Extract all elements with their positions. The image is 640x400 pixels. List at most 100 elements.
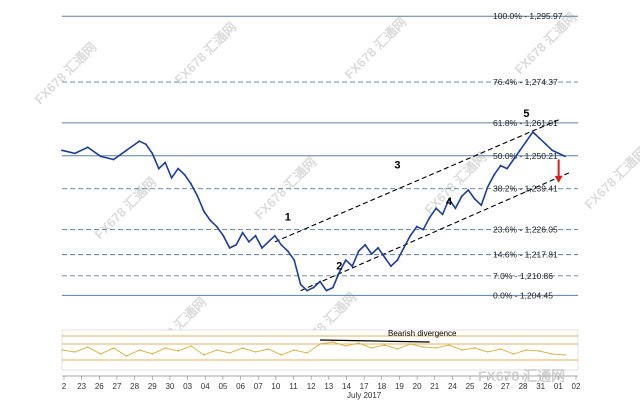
indicator-point (267, 348, 269, 350)
fib-label: 50.0% - 1,250.21 (493, 151, 558, 161)
price-point (286, 250, 289, 252)
indicator-point (551, 353, 553, 355)
indicator-point (396, 348, 398, 350)
fib-label: 14.6% - 1,217.81 (493, 250, 558, 260)
price-point (293, 259, 296, 262)
indicator-point (345, 345, 347, 347)
rsi-indicator-panel: Bearish divergence (61, 329, 579, 371)
channel-upper-line (274, 119, 559, 243)
x-tick-label: 17 (360, 382, 369, 391)
x-tick-label: 2 (62, 382, 67, 391)
down-arrow-icon (554, 159, 563, 183)
price-point (61, 149, 63, 152)
x-tick-label: 30 (165, 382, 174, 391)
price-point (557, 152, 560, 155)
indicator-point (177, 350, 179, 352)
indicator-point (487, 351, 489, 353)
indicator-point (125, 355, 128, 357)
x-tick-label: 18 (377, 382, 386, 391)
price-point (370, 253, 373, 255)
price-point (125, 149, 128, 152)
indicator-point (151, 353, 153, 355)
price-point (325, 289, 328, 292)
price-point (344, 259, 347, 262)
arrow-head (554, 175, 563, 183)
price-point (454, 207, 457, 210)
price-point (183, 173, 186, 176)
indicator-point (512, 353, 515, 355)
price-point (235, 243, 238, 246)
price-point (519, 149, 521, 152)
indicator-point (435, 347, 437, 349)
fib-label: 7.0% - 1,210.86 (493, 271, 553, 281)
indicator-point (409, 343, 411, 345)
price-point (467, 189, 470, 191)
price-point (351, 265, 354, 268)
price-point (222, 234, 225, 237)
price-point (564, 155, 566, 158)
price-point (364, 243, 367, 246)
indicator-point (319, 343, 321, 345)
price-point (390, 265, 392, 268)
indicator-point (216, 349, 218, 351)
x-tick-label: 19 (395, 382, 404, 391)
price-point (138, 140, 141, 143)
wave-label-1: 1 (285, 211, 291, 223)
price-point (280, 243, 283, 246)
price-point (261, 247, 263, 249)
x-axis-month-label: July 2017 (347, 391, 382, 400)
indicator-point (371, 347, 373, 349)
indicator-point (474, 347, 476, 349)
price-point (499, 164, 502, 167)
x-axis: 2 23 26 27 28 29 30 03 04 05 06 07 10 11 12 13 14 17 18 19 2… (62, 375, 581, 391)
price-point (228, 247, 231, 249)
indicator-frame (61, 329, 579, 371)
price-point (254, 234, 257, 237)
x-tick-label: 25 (466, 382, 475, 391)
price-point (170, 176, 173, 179)
price-point (319, 280, 321, 283)
price-point (377, 247, 379, 249)
indicator-point (203, 354, 205, 356)
x-tick-label: 21 (430, 382, 439, 391)
x-tick-label: 23 (77, 382, 86, 391)
indicator-point (61, 349, 63, 351)
price-point (273, 234, 276, 237)
indicator-point (164, 347, 166, 349)
indicator-point (461, 349, 463, 351)
price-point (544, 143, 547, 146)
price-point (486, 186, 489, 188)
fx678-logo: FX678 汇通网 (478, 368, 565, 384)
price-point (402, 247, 405, 249)
x-tick-label: 06 (236, 382, 245, 391)
indicator-point (113, 347, 115, 349)
x-tick-label: 04 (201, 382, 210, 391)
fibonacci-levels: 100.0% - 1,295.97 76.4% - 1,274.37 61.8% -… (62, 11, 578, 300)
price-point (209, 219, 212, 222)
x-tick-label: 24 (448, 382, 457, 391)
bearish-divergence-label: Bearish divergence (388, 329, 457, 338)
indicator-point (229, 352, 231, 354)
price-point (435, 207, 437, 210)
price-point (357, 250, 360, 252)
channel-lower-line (300, 171, 572, 292)
wave-label-2: 2 (336, 260, 342, 272)
fib-label: 61.8% - 1,261.01 (493, 118, 558, 128)
price-point (473, 198, 476, 201)
price-point (338, 271, 341, 274)
x-tick-label: 01 (554, 382, 563, 391)
x-tick-label: 10 (271, 382, 280, 391)
price-point (461, 195, 463, 197)
price-point (151, 152, 154, 155)
indicator-line (61, 341, 566, 357)
trend-channel (274, 119, 572, 292)
indicator-point (280, 354, 282, 356)
indicator-point (383, 344, 386, 346)
indicator-point (306, 352, 308, 354)
price-point (203, 210, 205, 213)
price-point (312, 286, 315, 289)
indicator-point (422, 346, 424, 348)
wave-label-3: 3 (394, 160, 400, 172)
indicator-point (293, 349, 295, 351)
